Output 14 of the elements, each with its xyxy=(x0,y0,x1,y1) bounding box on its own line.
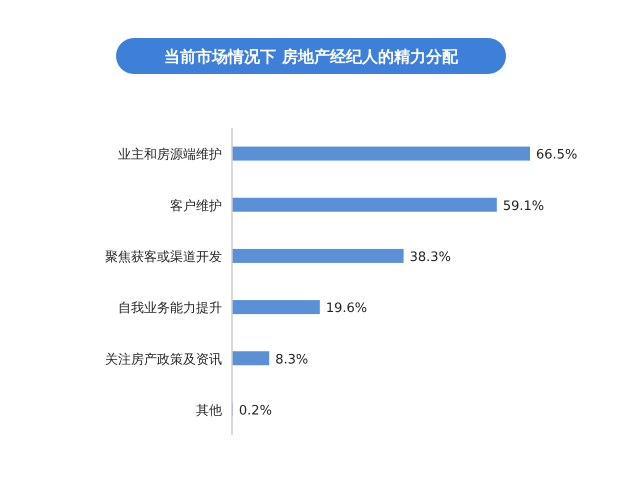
y-tick-label: 聚焦获客或渠道开发 xyxy=(105,248,222,265)
data-label: 66.5% xyxy=(536,148,578,163)
data-label: 38.3% xyxy=(410,250,451,265)
y-tick-label: 客户维护 xyxy=(170,198,222,214)
y-tick-label: 业主和房源端维护 xyxy=(118,146,222,163)
data-label: 8.3% xyxy=(275,352,308,368)
y-tick-label: 其他 xyxy=(196,403,222,418)
data-label: 19.6% xyxy=(326,301,368,316)
title: 当前市场情况下 房地产经纪人的精力分配 xyxy=(116,38,506,74)
y-tick-label: 自我业务能力提升 xyxy=(118,301,222,316)
y-tick-label: 关注房产政策及资讯 xyxy=(105,351,222,368)
data-label: 59.1% xyxy=(502,198,544,214)
data-label: 0.2% xyxy=(238,403,272,418)
chart-title: 当前市场情况下 房地产经纪人的精力分配 xyxy=(164,47,459,66)
